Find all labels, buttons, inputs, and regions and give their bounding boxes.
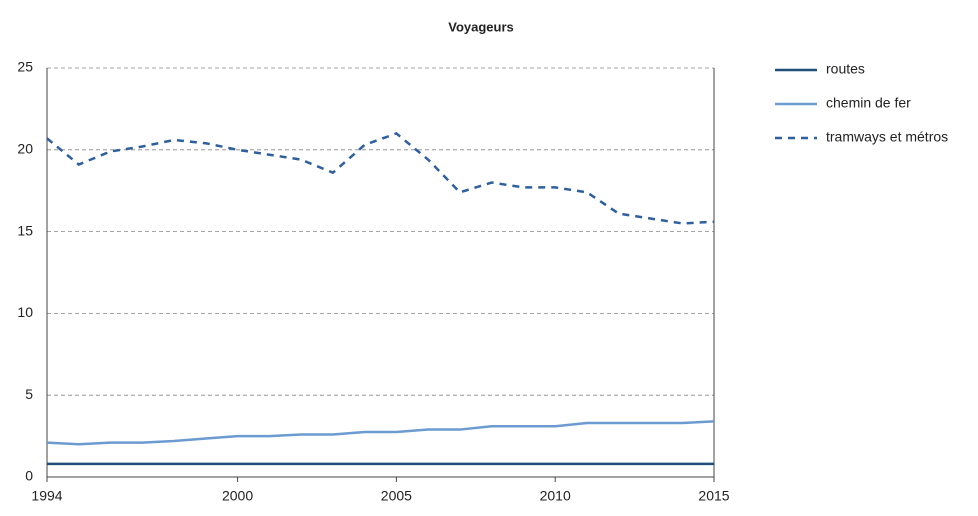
x-tick-label: 2010 [540, 488, 571, 504]
x-tick-label: 2005 [381, 488, 412, 504]
y-tick-label: 20 [17, 141, 33, 157]
chart-title: Voyageurs [448, 19, 514, 34]
y-tick-label: 10 [17, 304, 33, 320]
line-series [46, 132, 715, 225]
x-tick-label: 2000 [222, 488, 253, 504]
y-tick-label: 0 [25, 468, 33, 484]
y-tick-label: 15 [17, 222, 33, 238]
legend-label: routes [826, 61, 865, 77]
legend-label: chemin de fer [826, 95, 911, 111]
y-tick-label: 25 [17, 59, 33, 75]
line-series [46, 420, 715, 446]
x-tick-label: 2015 [698, 488, 729, 504]
y-tick-label: 5 [25, 386, 33, 402]
x-tick-label: 1994 [31, 488, 62, 504]
legend-label: tramways et métros [826, 129, 948, 145]
